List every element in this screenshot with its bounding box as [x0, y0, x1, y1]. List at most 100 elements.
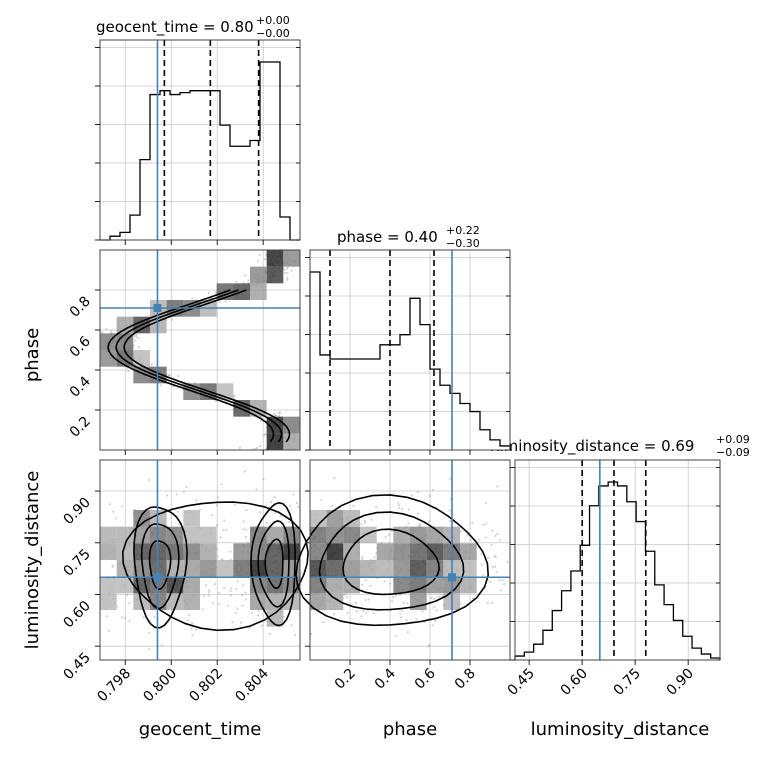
panel-luminosity-distance-vs-phase-xtick-label: 0.8 — [452, 666, 479, 693]
hist-geocent-time-bar — [200, 91, 210, 240]
panel-luminosity-distance-vs-geocent-time-sample — [191, 634, 194, 637]
title-geocent-time-minus: −0.00 — [256, 27, 290, 40]
panel-luminosity-distance-vs-geocent-time-sample — [215, 504, 218, 507]
panel-phase-vs-geocent-time-density-cell — [250, 283, 267, 300]
panel-luminosity-distance-vs-phase-density-cell — [426, 560, 444, 577]
panel-luminosity-distance-vs-phase-sample — [402, 602, 405, 605]
panel-luminosity-distance-vs-geocent-time-density-cell — [183, 593, 200, 610]
hist-luminosity-distance-bg — [515, 460, 720, 660]
hist-luminosity-distance-bar — [590, 506, 599, 660]
hist-luminosity-distance-bar — [701, 654, 710, 660]
panel-luminosity-distance-vs-phase-sample — [369, 584, 372, 588]
panel-luminosity-distance-vs-phase-sample — [480, 552, 483, 555]
panel-luminosity-distance-vs-phase-sample — [398, 612, 402, 615]
panel-luminosity-distance-vs-geocent-time-ytick-label: 0.90 — [60, 495, 93, 528]
panel-luminosity-distance-vs-geocent-time-sample — [176, 510, 179, 513]
panel-luminosity-distance-vs-geocent-time-sample — [148, 647, 151, 650]
hist-phase-bar — [310, 272, 320, 450]
panel-luminosity-distance-vs-phase-density-cell — [393, 526, 410, 544]
panel-phase-vs-geocent-time-sample — [224, 300, 227, 303]
panel-luminosity-distance-vs-phase-sample — [491, 529, 494, 532]
panel-luminosity-distance-vs-geocent-time-density-cell — [183, 526, 200, 544]
panel-luminosity-distance-vs-phase-density-cell — [326, 593, 344, 610]
panel-luminosity-distance-vs-phase-xtick-label: 0.4 — [372, 665, 399, 692]
hist-luminosity-distance-bar — [571, 571, 580, 660]
panel-phase-vs-geocent-time-sample — [136, 336, 139, 340]
panel-luminosity-distance-vs-geocent-time-sample — [290, 624, 293, 627]
panel-phase-vs-geocent-time-sample — [264, 258, 267, 261]
panel-luminosity-distance-vs-geocent-time-sample — [204, 584, 208, 587]
panel-luminosity-distance-vs-phase-sample — [480, 563, 484, 566]
panel-phase-vs-geocent-time-sample — [232, 396, 236, 399]
hist-phase-step — [309, 271, 511, 450]
hist-luminosity-distance-xtick-label: 0.90 — [664, 666, 697, 699]
panel-luminosity-distance-vs-geocent-time-sample — [245, 509, 248, 512]
panel-luminosity-distance-vs-geocent-time-sample — [188, 613, 191, 616]
panel-phase-vs-geocent-time-sample — [278, 411, 282, 414]
panel-luminosity-distance-vs-geocent-time-ytick-label: 0.60 — [60, 598, 93, 631]
panel-luminosity-distance-vs-phase-sample — [394, 594, 398, 597]
panel-luminosity-distance-vs-phase-sample — [364, 598, 367, 602]
panel-luminosity-distance-vs-geocent-time-sample — [107, 629, 111, 632]
panel-luminosity-distance-vs-phase-sample — [397, 501, 400, 504]
panel-luminosity-distance-vs-geocent-time-sample — [233, 503, 236, 506]
panel-luminosity-distance-vs-geocent-time-density-cell — [100, 593, 117, 610]
hist-phase-bar — [360, 359, 370, 450]
panel-luminosity-distance-vs-geocent-time-sample — [191, 621, 194, 625]
hist-phase-bar — [410, 298, 420, 450]
title-luminosity-distance-minus: −0.09 — [716, 446, 750, 459]
hist-geocent-time-bar — [140, 160, 150, 240]
panel-phase-vs-geocent-time-ytick-label: 0.6 — [67, 333, 94, 360]
panel-phase-vs-geocent-time-density-cell — [250, 400, 267, 417]
panel-luminosity-distance-vs-phase-sample — [471, 597, 475, 600]
hist-luminosity-distance-bar — [543, 630, 552, 660]
panel-luminosity-distance-vs-geocent-time-sample — [229, 550, 232, 553]
panel-luminosity-distance-vs-geocent-time-sample — [208, 591, 211, 594]
panel-luminosity-distance-vs-geocent-time-sample — [243, 470, 247, 473]
panel-luminosity-distance-vs-phase-sample — [495, 570, 498, 573]
panel-luminosity-distance-vs-geocent-time-sample — [124, 616, 127, 620]
panel-luminosity-distance-vs-phase-sample — [384, 535, 387, 539]
hist-phase-bar — [480, 430, 490, 450]
panel-luminosity-distance-vs-phase-sample — [494, 565, 497, 568]
panel-luminosity-distance-vs-phase-contour — [295, 494, 490, 627]
panel-phase-vs-geocent-time-sample — [214, 291, 218, 294]
panel-luminosity-distance-vs-geocent-time-contour — [264, 538, 284, 590]
panel-luminosity-distance-vs-phase-sample — [406, 602, 409, 605]
panel-luminosity-distance-vs-phase-sample — [430, 596, 433, 600]
panel-luminosity-distance-vs-phase-sample — [367, 598, 370, 601]
panel-luminosity-distance-vs-geocent-time-sample — [190, 627, 193, 630]
panel-luminosity-distance-vs-phase-sample — [410, 494, 413, 497]
panel-phase-vs-geocent-time-sample — [238, 446, 242, 449]
panel-phase-vs-geocent-time-sample — [259, 419, 262, 423]
panel-luminosity-distance-vs-phase-sample — [418, 522, 421, 526]
panel-luminosity-distance-vs-geocent-time-sample — [268, 632, 271, 636]
panel-luminosity-distance-vs-geocent-time-sample — [210, 514, 213, 517]
panel-phase-vs-geocent-time-sample — [286, 276, 289, 280]
panel-phase-vs-geocent-time-ytick-label: 0.4 — [67, 373, 94, 400]
panel-luminosity-distance-vs-phase-sample — [466, 534, 469, 537]
hist-phase-bar — [320, 355, 330, 450]
panel-luminosity-distance-vs-phase-sample — [491, 565, 494, 568]
panel-luminosity-distance-vs-geocent-time-frame — [99, 459, 301, 661]
panel-luminosity-distance-vs-phase-sample — [361, 583, 364, 586]
panel-luminosity-distance-vs-geocent-time-sample — [230, 587, 233, 590]
panel-phase-vs-geocent-time-sample — [133, 334, 136, 338]
panel-luminosity-distance-vs-phase-sample — [506, 560, 509, 563]
panel-luminosity-distance-vs-geocent-time-density-cell — [150, 526, 167, 544]
hist-luminosity-distance-bar — [636, 522, 645, 660]
panel-luminosity-distance-vs-phase-sample — [459, 530, 462, 533]
panel-luminosity-distance-vs-geocent-time-sample — [153, 615, 156, 618]
panel-luminosity-distance-vs-geocent-time-density-cell — [100, 543, 117, 560]
panel-phase-vs-geocent-time-sample — [134, 333, 138, 336]
panel-phase-vs-geocent-time-density-cell — [266, 250, 284, 267]
hist-phase-bar — [330, 359, 340, 450]
panel-luminosity-distance-vs-geocent-time-density-cell — [266, 526, 284, 544]
panel-phase-vs-geocent-time-ytick-label: 0.8 — [67, 294, 94, 321]
panel-luminosity-distance-vs-phase-xtick-label: 0.6 — [412, 665, 439, 692]
panel-luminosity-distance-vs-geocent-time-contour — [133, 506, 188, 629]
hist-geocent-time-bar — [220, 125, 230, 240]
panel-luminosity-distance-vs-geocent-time-sample — [112, 565, 115, 569]
panel-luminosity-distance-vs-geocent-time-density-cell — [266, 576, 284, 594]
hist-phase-bg — [310, 250, 510, 450]
